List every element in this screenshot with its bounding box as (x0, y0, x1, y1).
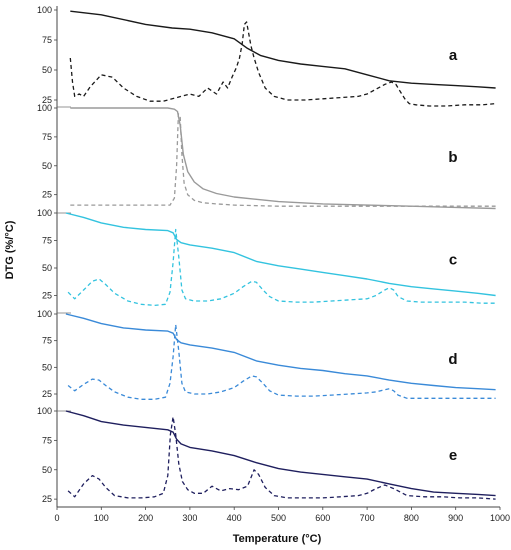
y-tick-label: 50 (42, 362, 52, 372)
y-tick-label: 50 (42, 161, 52, 171)
x-tick-label: 800 (404, 513, 419, 523)
series-d-solid-line (65, 313, 496, 391)
panel-label-d: d (448, 351, 457, 368)
panel-label-a: a (449, 47, 458, 64)
x-tick-label: 700 (360, 513, 375, 523)
panel-c: 100 75 50 25 c (37, 208, 496, 314)
y-tick-label: 100 (37, 103, 52, 113)
series-b-dashed-line (70, 113, 496, 207)
y-tick-label: 25 (42, 389, 52, 399)
x-tick-label: 300 (182, 513, 197, 523)
y-tick-label: 75 (42, 336, 52, 346)
x-tick-label: 1000 (490, 513, 510, 523)
series-d-dashed-line (67, 324, 496, 400)
y-tick-label: 75 (42, 236, 52, 246)
panels-group: 100 75 50 25 a 100 75 50 25 b 100 75 50 25 c 100 75 50 25 d… (37, 5, 496, 507)
panel-a: 100 75 50 25 a (37, 5, 496, 108)
y-tick-label: 75 (42, 35, 52, 45)
y-tick-label: 100 (37, 309, 52, 319)
y-tick-label: 100 (37, 208, 52, 218)
y-tick-label: 75 (42, 435, 52, 445)
y-tick-label: 25 (42, 494, 52, 504)
x-tick-label: 0 (54, 513, 59, 523)
y-tick-label: 50 (42, 65, 52, 75)
y-tick-label: 25 (42, 190, 52, 200)
x-tick-label: 100 (94, 513, 109, 523)
series-b-solid-line (70, 107, 496, 210)
panel-b: 100 75 50 25 b (37, 103, 496, 214)
panel-label-e: e (449, 447, 457, 464)
x-tick-label: 900 (448, 513, 463, 523)
y-tick-label: 100 (37, 406, 52, 416)
series-e-solid-line (65, 410, 496, 497)
panel-e: 100 75 50 25 e (37, 406, 496, 504)
y-tick-label: 75 (42, 132, 52, 142)
panel-label-c: c (449, 251, 457, 268)
x-tick-label: 500 (271, 513, 286, 523)
series-a-dashed-line (69, 21, 496, 107)
series-e-dashed-line (67, 416, 496, 500)
series-a-solid-line (70, 10, 496, 89)
y-tick-label: 25 (42, 291, 52, 301)
x-tick-label: 400 (227, 513, 242, 523)
series-c-solid-line (65, 212, 496, 297)
x-axis: 0 100 200 300 400 500 600 700 800 900 1000 (54, 506, 510, 523)
x-tick-label: 600 (315, 513, 330, 523)
y-tick-label: 50 (42, 465, 52, 475)
y-tick-label: 50 (42, 263, 52, 273)
panel-label-b: b (448, 149, 457, 166)
y-axis-label: DTG (%/°C) (4, 220, 16, 279)
panel-d: 100 75 50 25 d (37, 309, 496, 412)
y-tick-label: 100 (37, 5, 52, 15)
series-c-dashed-line (67, 228, 496, 307)
y-tick-label: 25 (42, 95, 52, 105)
x-axis-label: Temperature (°C) (233, 533, 322, 545)
x-tick-label: 200 (138, 513, 153, 523)
